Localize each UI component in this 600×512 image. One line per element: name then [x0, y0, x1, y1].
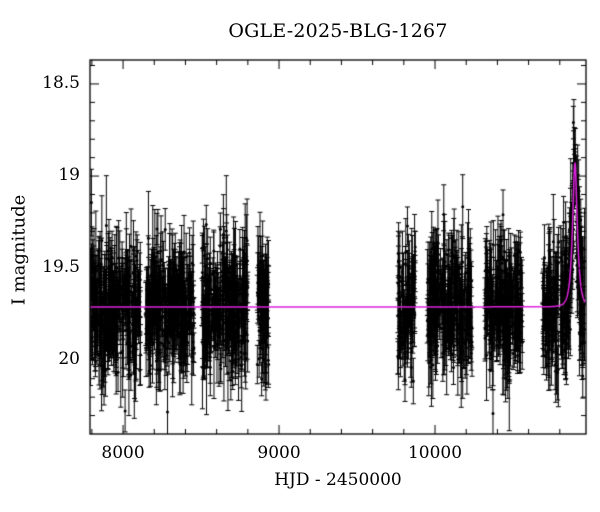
x-tick-label: 9000: [257, 443, 301, 463]
y-axis-label: I magnitude: [8, 194, 30, 306]
plot-title: OGLE-2025-BLG-1267: [228, 20, 448, 42]
y-tick-label: 19.5: [42, 257, 80, 278]
x-tick-label: 8000: [101, 443, 145, 463]
x-tick-label: 10000: [407, 443, 463, 463]
x-axis-label: HJD - 2450000: [274, 470, 402, 490]
y-tick-label: 19: [58, 165, 80, 186]
y-tick-label: 20: [58, 349, 80, 370]
y-tick-label: 18.5: [42, 72, 80, 93]
